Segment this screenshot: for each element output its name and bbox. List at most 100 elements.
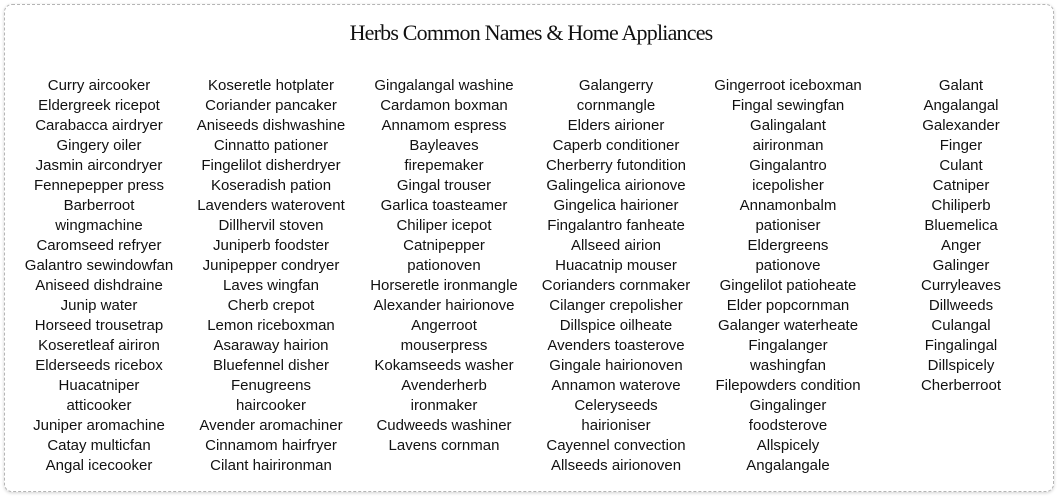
- list-item: Bluefennel disher: [213, 357, 329, 374]
- list-item: Koseretle hotplater: [208, 77, 334, 94]
- list-item: atticooker: [66, 397, 132, 414]
- list-item: Gingerroot iceboxman: [714, 77, 862, 94]
- list-item: Curryleaves: [920, 277, 1002, 294]
- list-item: Fingalanger: [748, 337, 828, 354]
- list-item: firepemaker: [404, 157, 484, 174]
- list-item: Chiliperb: [931, 197, 991, 214]
- list-item: Allspicely: [756, 437, 820, 454]
- list-item: Dillhervil stoven: [218, 217, 324, 234]
- list-item: Allseeds airionoven: [550, 457, 682, 474]
- list-item: Annamonbalm: [739, 197, 837, 214]
- list-item: Coriander pancaker: [205, 97, 337, 114]
- list-item: Gingale hairionoven: [549, 357, 683, 374]
- list-item: pationove: [755, 257, 821, 274]
- list-item: Culant: [939, 157, 983, 174]
- list-item: Laves wingfan: [223, 277, 319, 294]
- list-item: Gingelica hairioner: [553, 197, 679, 214]
- list-item: Gingalangal washine: [374, 77, 514, 94]
- list-item: Gingalantro: [749, 157, 827, 174]
- list-item: Dillspice oilheate: [559, 317, 673, 334]
- list-item: Cayennel convection: [546, 437, 686, 454]
- list-item: Dillspicely: [927, 357, 995, 374]
- column-3: Gingalangal washine Cardamon boxman Annamo…: [356, 76, 532, 456]
- list-item: washingfan: [750, 357, 826, 374]
- column-1: Curry aircooker Eldergreek ricepot Carabac…: [11, 76, 187, 476]
- list-item: Catay multicfan: [47, 437, 151, 454]
- list-item: Junipepper condryer: [202, 257, 340, 274]
- list-item: Elder popcornman: [726, 297, 850, 314]
- list-item: Annamom espress: [381, 117, 507, 134]
- list-item: Galangerry: [578, 77, 654, 94]
- list-item: Galexander: [922, 117, 1000, 134]
- list-item: Jasmin aircondryer: [35, 157, 163, 174]
- list-item: haircooker: [235, 397, 307, 414]
- list-item: Galantro sewindowfan: [24, 257, 174, 274]
- list-item: Galingelica airionove: [546, 177, 686, 194]
- list-item: airironman: [752, 137, 824, 154]
- list-item: Cherberry futondition: [545, 157, 687, 174]
- list-item: Huacatniper: [58, 377, 140, 394]
- list-item: Galinger: [932, 257, 990, 274]
- list-item: Asaraway hairion: [213, 337, 329, 354]
- list-item: Caromseed refryer: [36, 237, 162, 254]
- list-item: Avenderherb: [401, 377, 487, 394]
- list-item: Horseed trousetrap: [34, 317, 164, 334]
- list-item: Fingalingal: [924, 337, 998, 354]
- list-item: Barberroot: [63, 197, 135, 214]
- list-item: Horseretle ironmangle: [370, 277, 518, 294]
- list-item: Koseretleaf airiron: [38, 337, 160, 354]
- list-item: Kokamseeds washer: [374, 357, 514, 374]
- list-item: Lemon riceboxman: [207, 317, 335, 334]
- list-item: Koseradish pation: [210, 177, 332, 194]
- list-item: Avenders toasterove: [547, 337, 685, 354]
- list-item: Catniper: [932, 177, 990, 194]
- list-item: Angalangale: [746, 457, 830, 474]
- list-item: Huacatnip mouser: [555, 257, 677, 274]
- list-item: Gingelilot patioheate: [719, 277, 857, 294]
- list-item: Cinnamom hairfryer: [205, 437, 337, 454]
- list-item: Cardamon boxman: [380, 97, 508, 114]
- list-item: Fingelilot disherdryer: [201, 157, 341, 174]
- list-item: Juniper aromachine: [33, 417, 165, 434]
- list-item: Lavens cornman: [388, 437, 500, 454]
- list-item: Finger: [939, 137, 983, 154]
- list-item: Fingalantro fanheate: [547, 217, 685, 234]
- list-item: Gingery oiler: [56, 137, 142, 154]
- list-item: Carabacca airdryer: [35, 117, 163, 134]
- list-item: Allseed airion: [570, 237, 662, 254]
- list-item: Cilanger crepolisher: [549, 297, 683, 314]
- list-item: Bluemelica: [924, 217, 998, 234]
- list-item: foodsterove: [748, 417, 828, 434]
- list-item: Lavenders waterovent: [197, 197, 345, 214]
- list-item: Alexander hairionove: [373, 297, 515, 314]
- list-item: Cherb crepot: [227, 297, 315, 314]
- list-item: Corianders cornmaker: [541, 277, 691, 294]
- list-item: Fennepepper press: [33, 177, 165, 194]
- list-item: Celeryseeds: [574, 397, 658, 414]
- list-item: Angerroot: [411, 317, 477, 334]
- list-item: pationiser: [755, 217, 821, 234]
- list-item: icepolisher: [752, 177, 824, 194]
- list-item: hairioniser: [581, 417, 651, 434]
- list-item: ironmaker: [410, 397, 478, 414]
- list-item: Aniseed dishdraine: [35, 277, 163, 294]
- list-item: Gingalinger: [749, 397, 827, 414]
- list-item: wingmachine: [55, 217, 143, 234]
- list-item: Garlica toasteamer: [380, 197, 508, 214]
- list-item: Eldergreek ricepot: [38, 97, 160, 114]
- list-item: Catnipepper: [403, 237, 485, 254]
- list-item: Chiliper icepot: [396, 217, 492, 234]
- list-item: Fenugreens: [230, 377, 312, 394]
- list-item: Angal icecooker: [45, 457, 153, 474]
- list-item: Galingalant: [750, 117, 826, 134]
- list-item: Aniseeds dishwashine: [196, 117, 346, 134]
- list-item: Culangal: [931, 317, 991, 334]
- list-item: Junip water: [60, 297, 138, 314]
- list-item: Filepowders condition: [715, 377, 861, 394]
- list-item: Anger: [940, 237, 982, 254]
- list-item: Curry aircooker: [47, 77, 151, 94]
- list-item: Annamon waterove: [551, 377, 681, 394]
- list-item: Eldergreens: [747, 237, 829, 254]
- list-item: Galanger waterheate: [717, 317, 859, 334]
- content-frame: [4, 4, 1054, 492]
